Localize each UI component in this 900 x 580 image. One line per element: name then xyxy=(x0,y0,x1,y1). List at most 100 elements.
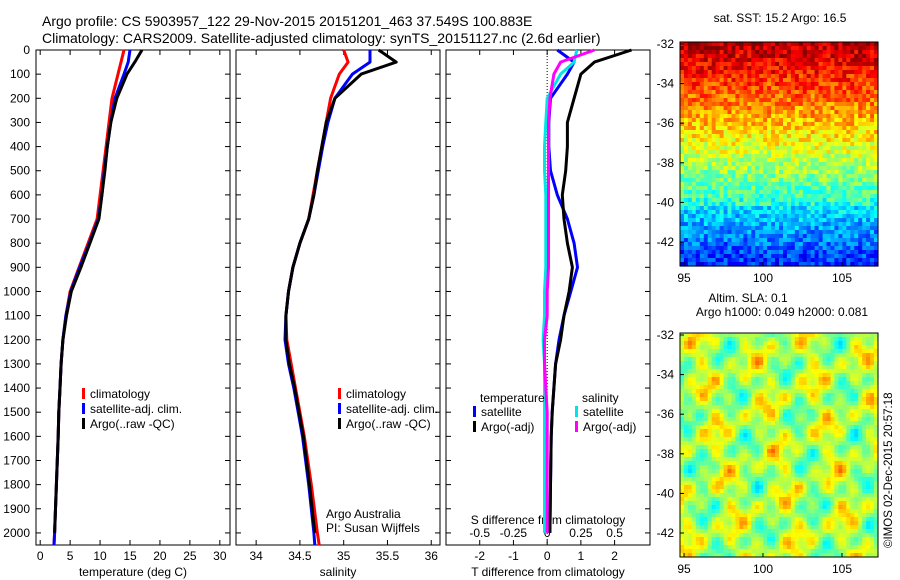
map-cell xyxy=(747,345,752,350)
map-cell xyxy=(790,182,796,187)
map-cell xyxy=(687,437,693,442)
map-cell xyxy=(691,218,697,223)
map-cell xyxy=(767,138,772,143)
map-cell xyxy=(751,473,756,478)
map-cell xyxy=(715,477,721,482)
map-cell xyxy=(771,469,776,474)
map-cell xyxy=(715,114,721,119)
map-cell xyxy=(727,110,733,115)
map-cell xyxy=(802,473,808,478)
map-cell xyxy=(854,110,859,115)
map-cell xyxy=(763,186,768,191)
map-cell xyxy=(846,433,851,438)
map-cell xyxy=(680,66,685,71)
map-cell xyxy=(731,226,737,231)
map-cell xyxy=(723,102,729,107)
map-cell xyxy=(719,58,725,63)
map-cell xyxy=(838,226,843,231)
map-cell xyxy=(834,66,839,71)
map-cell xyxy=(850,389,855,394)
map-cell xyxy=(810,42,816,47)
map-cell xyxy=(794,74,800,79)
map-cell xyxy=(691,158,697,163)
map-cell xyxy=(842,337,847,342)
map-cell xyxy=(783,130,788,135)
map-cell xyxy=(727,122,733,127)
map-cell xyxy=(866,142,871,147)
map-cell xyxy=(751,118,756,123)
map-cell xyxy=(779,477,784,482)
map-cell xyxy=(850,66,855,71)
map-cell xyxy=(755,158,760,163)
map-cell xyxy=(723,365,729,370)
map-cell xyxy=(822,54,828,59)
map-cell xyxy=(711,254,717,259)
map-cell xyxy=(810,401,816,406)
map-cell xyxy=(866,473,871,478)
map-cell xyxy=(838,102,843,107)
map-cell xyxy=(846,413,851,418)
map-cell xyxy=(727,353,733,358)
map-cell xyxy=(798,190,804,195)
map-cell xyxy=(874,477,879,482)
map-cell xyxy=(703,393,709,398)
map-cell xyxy=(731,50,737,55)
map-cell xyxy=(806,114,812,119)
map-cell xyxy=(735,110,740,115)
map-cell xyxy=(862,146,867,151)
map-cell xyxy=(834,178,839,183)
map-cell xyxy=(862,66,867,71)
map-cell xyxy=(743,62,748,67)
map-cell xyxy=(684,234,689,239)
map-cell xyxy=(830,74,836,79)
map-cell xyxy=(715,226,721,231)
map-cell xyxy=(715,206,721,211)
map-cell xyxy=(739,389,744,394)
map-cell xyxy=(830,50,836,55)
map-cell xyxy=(755,62,760,67)
map-cell xyxy=(830,409,836,414)
map-cell xyxy=(866,409,871,414)
map-cell xyxy=(747,202,752,207)
map-cell xyxy=(684,361,689,366)
map-cell xyxy=(866,194,871,199)
map-cell xyxy=(755,250,760,255)
map-cell xyxy=(719,405,725,410)
map-cell xyxy=(874,238,879,243)
map-cell xyxy=(798,102,804,107)
map-cell xyxy=(680,158,685,163)
map-cell xyxy=(684,242,689,247)
map-cell xyxy=(680,441,685,446)
map-cell xyxy=(759,381,764,386)
map-cell xyxy=(862,150,867,155)
map-cell xyxy=(846,258,851,263)
map-cell xyxy=(818,246,824,251)
map-cell xyxy=(703,389,709,394)
map-cell xyxy=(691,421,697,426)
map-cell xyxy=(854,333,859,338)
map-cell xyxy=(727,333,733,338)
map-cell xyxy=(695,130,701,135)
map-cell xyxy=(798,250,804,255)
map-cell xyxy=(687,58,693,63)
map-cell xyxy=(699,86,705,91)
map-cell xyxy=(854,206,859,211)
map-cell xyxy=(826,126,832,131)
map-cell xyxy=(810,50,816,55)
x-tick-label: -1 xyxy=(508,549,519,563)
map-cell xyxy=(870,170,875,175)
map-cell xyxy=(775,138,780,143)
map-cell xyxy=(814,341,820,346)
map-cell xyxy=(747,46,752,51)
map-cell xyxy=(854,353,859,358)
map-cell xyxy=(810,357,816,362)
map-cell xyxy=(691,54,697,59)
map-cell xyxy=(842,150,847,155)
map-cell xyxy=(763,425,768,430)
map-cell xyxy=(755,50,760,55)
map-cell xyxy=(798,70,804,75)
map-cell xyxy=(707,397,713,402)
map-cell xyxy=(775,405,780,410)
map-cell xyxy=(802,42,808,47)
map-cell xyxy=(786,178,792,183)
